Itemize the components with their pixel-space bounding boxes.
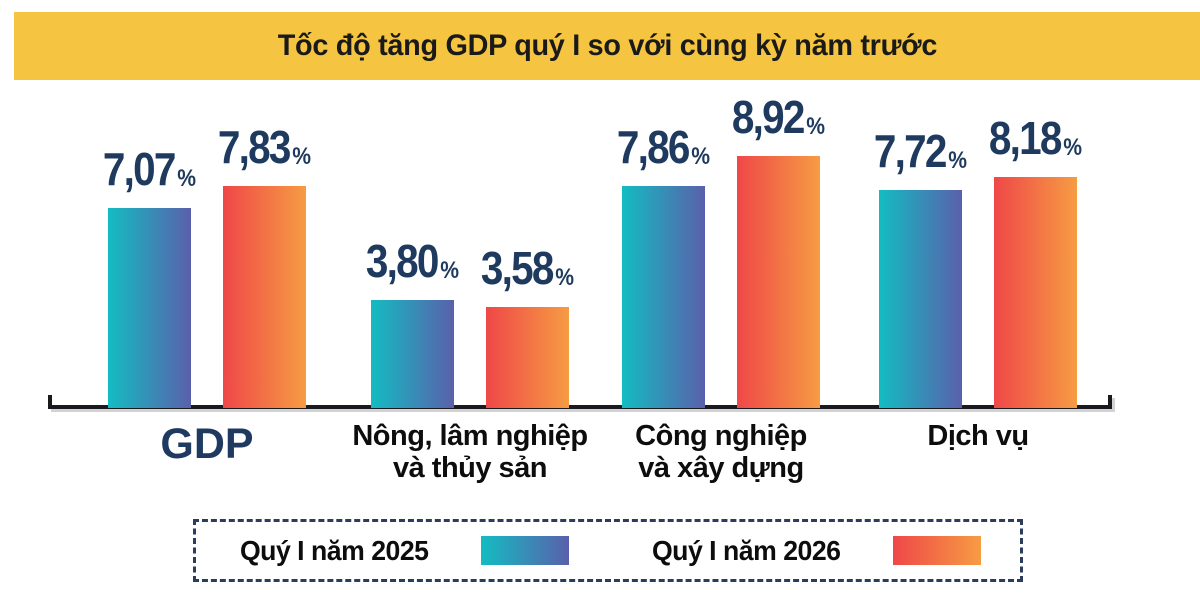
bar-quy-i-nam-2025-dich-vu <box>879 190 962 408</box>
legend-item-quy-i-nam-2025: Quý I năm 2025 <box>235 534 570 567</box>
bar-quy-i-nam-2026-gdp <box>223 186 306 408</box>
percent-sign: % <box>806 113 826 140</box>
value-label-quy-i-nam-2026-cong-nghiep-va-xay-dung: 8,92% <box>719 84 838 140</box>
value-number: 7,86 <box>616 121 690 173</box>
value-number: 7,72 <box>873 125 947 177</box>
category-label-line: GDP <box>160 420 254 468</box>
value-number: 8,92 <box>731 91 805 143</box>
percent-sign: % <box>177 165 197 192</box>
category-label-line: và thủy sản <box>392 452 548 485</box>
category-label-gdp: GDP <box>47 420 367 468</box>
category-label-dich-vu: Dịch vụ <box>818 420 1138 452</box>
category-label-line: Công nghiệp <box>635 420 807 452</box>
value-label-quy-i-nam-2025-nong-lam-nghiep-va-thuy-san: 3,80% <box>353 228 472 284</box>
chart-title-bar: Tốc độ tăng GDP quý I so với cùng kỳ năm… <box>14 12 1200 80</box>
percent-sign: % <box>440 257 460 284</box>
category-label-line: và xây dựng <box>638 452 804 485</box>
x-axis-line <box>48 395 1112 409</box>
chart-title: Tốc độ tăng GDP quý I so với cùng kỳ năm… <box>277 29 937 62</box>
legend-item-quy-i-nam-2026: Quý I năm 2026 <box>647 534 982 567</box>
value-label-quy-i-nam-2025-dich-vu: 7,72% <box>861 118 980 174</box>
legend-swatch-quy-i-nam-2026 <box>893 536 982 565</box>
legend-label-quy-i-nam-2026: Quý I năm 2026 <box>651 534 841 566</box>
legend-swatch-quy-i-nam-2025 <box>481 536 570 565</box>
category-label-nong-lam-nghiep-va-thuy-san: Nông, lâm nghiệp và thủy sản <box>310 420 630 485</box>
bar-quy-i-nam-2025-nong-lam-nghiep-va-thuy-san <box>371 300 454 408</box>
percent-sign: % <box>292 143 312 170</box>
percent-sign: % <box>691 143 711 170</box>
percent-sign: % <box>555 264 575 291</box>
value-label-quy-i-nam-2026-gdp: 7,83% <box>205 114 324 170</box>
bar-quy-i-nam-2026-nong-lam-nghiep-va-thuy-san <box>486 307 569 408</box>
bar-quy-i-nam-2026-cong-nghiep-va-xay-dung <box>737 156 820 408</box>
category-label-cong-nghiep-va-xay-dung: Công nghiệp và xây dựng <box>561 420 881 485</box>
category-label-line: Nông, lâm nghiệp <box>352 420 588 452</box>
legend-label-quy-i-nam-2025: Quý I năm 2025 <box>239 534 429 566</box>
value-number: 8,18 <box>988 112 1062 164</box>
category-label-line: Dịch vụ <box>927 420 1029 452</box>
value-label-quy-i-nam-2026-dich-vu: 8,18% <box>976 105 1095 161</box>
bar-quy-i-nam-2025-gdp <box>108 208 191 408</box>
value-label-quy-i-nam-2025-cong-nghiep-va-xay-dung: 7,86% <box>604 114 723 170</box>
percent-sign: % <box>1063 134 1083 161</box>
legend-box: Quý I năm 2025 Quý I năm 2026 <box>193 519 1023 582</box>
bar-quy-i-nam-2026-dich-vu <box>994 177 1077 408</box>
value-label-quy-i-nam-2026-nong-lam-nghiep-va-thuy-san: 3,58% <box>468 235 587 291</box>
value-number: 3,80 <box>365 235 439 287</box>
bar-quy-i-nam-2025-cong-nghiep-va-xay-dung <box>622 186 705 408</box>
value-label-quy-i-nam-2025-gdp: 7,07% <box>90 136 209 192</box>
percent-sign: % <box>948 147 968 174</box>
value-number: 7,07 <box>102 143 176 195</box>
value-number: 3,58 <box>480 242 554 294</box>
value-number: 7,83 <box>217 121 291 173</box>
